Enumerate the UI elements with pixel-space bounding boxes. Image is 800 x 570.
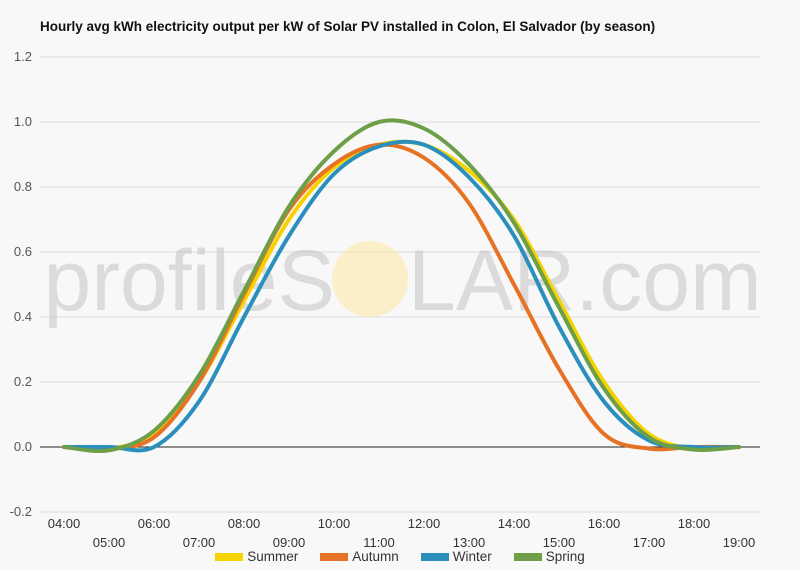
x-tick-label: 14:00 (498, 516, 531, 531)
legend-item-autumn[interactable]: Autumn (320, 549, 399, 564)
x-tick-label: 13:00 (453, 535, 486, 550)
chart-title: Hourly avg kWh electricity output per kW… (40, 19, 656, 34)
legend-item-winter[interactable]: Winter (420, 549, 492, 564)
series-line-winter (62, 139, 741, 453)
x-tick-label: 19:00 (723, 535, 756, 550)
series-line-spring (62, 118, 741, 453)
x-tick-label: 10:00 (318, 516, 351, 531)
x-tick-label: 18:00 (678, 516, 711, 531)
legend: Summer Autumn Winter Spring (0, 549, 800, 564)
x-tick-label: 16:00 (588, 516, 621, 531)
x-tick-label: 06:00 (138, 516, 171, 531)
x-tick-label: 09:00 (273, 535, 306, 550)
y-tick-label: 1.0 (14, 114, 32, 129)
watermark-text-right: LAR.com (408, 233, 762, 329)
y-tick-label: 0.8 (14, 179, 32, 194)
watermark-sun-icon (332, 241, 408, 317)
legend-swatch-winter (420, 552, 449, 561)
x-tick-label: 11:00 (363, 535, 395, 550)
y-tick-label: -0.2 (10, 504, 32, 519)
legend-label-winter: Winter (452, 549, 492, 564)
watermark: profileS LAR.com (43, 233, 761, 329)
legend-item-spring[interactable]: Spring (513, 549, 585, 564)
x-tick-label: 15:00 (543, 535, 576, 550)
axes: -0.2 0.0 0.2 0.4 0.6 0.8 1.0 1.2 04:00 05:00 06:00… (10, 49, 756, 550)
x-tick-label: 07:00 (183, 535, 216, 550)
legend-swatch-spring (513, 552, 542, 561)
legend-label-autumn: Autumn (352, 549, 399, 564)
watermark-text-left: profileS (43, 233, 335, 329)
legend-label-summer: Summer (247, 549, 299, 564)
legend-label-spring: Spring (545, 549, 585, 564)
x-tick-label: 12:00 (408, 516, 441, 531)
y-tick-label: 0.4 (14, 309, 32, 324)
x-tick-label: 04:00 (48, 516, 81, 531)
legend-swatch-summer (215, 552, 244, 561)
series-line-autumn (62, 142, 741, 452)
x-tick-label: 08:00 (228, 516, 261, 531)
legend-swatch-autumn (320, 552, 349, 561)
grid (40, 56, 760, 513)
x-tick-label: 17:00 (633, 535, 666, 550)
y-tick-label: 1.2 (14, 49, 32, 64)
y-tick-label: 0.6 (14, 244, 32, 259)
legend-item-summer[interactable]: Summer (215, 549, 298, 564)
series-lines (62, 118, 741, 453)
y-tick-label: 0.0 (14, 439, 32, 454)
y-tick-label: 0.2 (14, 374, 32, 389)
x-tick-label: 05:00 (93, 535, 126, 550)
